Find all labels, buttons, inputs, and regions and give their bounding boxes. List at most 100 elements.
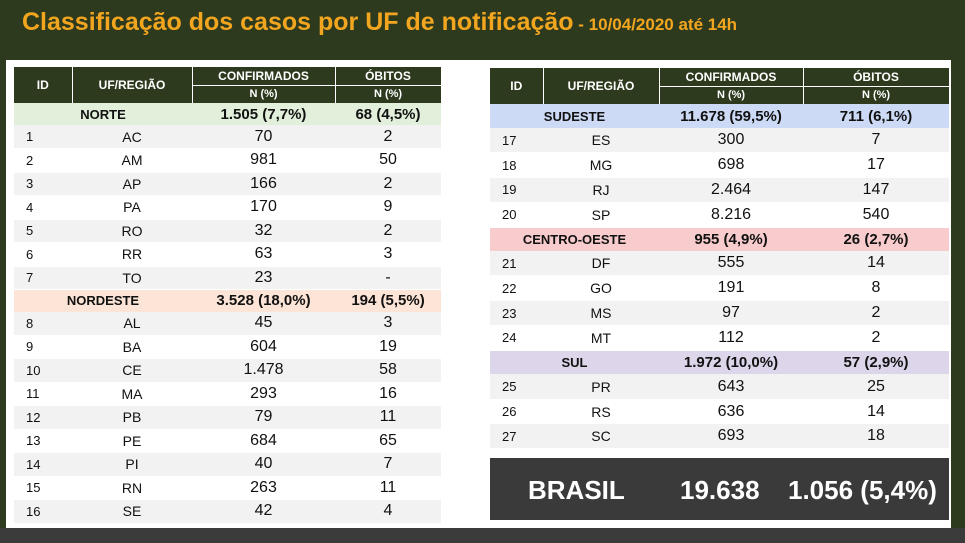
- table-row: 22 GO 191 8: [490, 275, 949, 302]
- state-obitos: 2: [803, 325, 949, 351]
- state-confirmados: 981: [192, 148, 335, 173]
- state-id: 4: [14, 195, 72, 220]
- brasil-label: BRASIL: [528, 475, 625, 505]
- state-uf: PI: [72, 452, 192, 477]
- state-obitos: 2: [335, 219, 441, 243]
- page-title: Classificação dos casos por UF de notifi…: [22, 8, 737, 37]
- region-name: SUDESTE: [543, 108, 606, 124]
- state-obitos: 65: [335, 429, 441, 453]
- header-id: ID: [14, 67, 73, 103]
- state-confirmados: 45: [192, 311, 335, 336]
- state-confirmados: 300: [659, 128, 803, 154]
- state-id: 17: [490, 128, 543, 154]
- state-uf: MT: [543, 325, 659, 351]
- state-uf: RO: [72, 219, 192, 243]
- state-obitos: 19: [335, 335, 441, 359]
- state-uf: RS: [543, 399, 659, 425]
- state-id: 24: [490, 325, 543, 351]
- table-row: 11 MA 293 16: [14, 382, 441, 406]
- state-id: 19: [490, 177, 543, 203]
- state-uf: GO: [543, 275, 659, 302]
- state-confirmados: 97: [659, 300, 803, 327]
- state-id: 14: [14, 452, 72, 477]
- region-confirmados: 3.528 (18,0%): [216, 292, 311, 310]
- region-obitos: 711 (6,1%): [839, 107, 913, 125]
- region-confirmados: 955 (4,9%): [694, 230, 768, 248]
- table-row: 14 PI 40 7: [14, 452, 441, 477]
- state-id: 1: [14, 125, 72, 149]
- state-obitos: -: [335, 266, 441, 290]
- state-confirmados: 8.216: [659, 202, 803, 228]
- region-row-sudeste: SUDESTE 11.678 (59,5%) 711 (6,1%): [490, 104, 949, 128]
- state-confirmados: 604: [192, 335, 335, 359]
- state-obitos: 540: [803, 202, 949, 228]
- table-row: 27 SC 693 18: [490, 423, 949, 450]
- region-name: CENTRO-OESTE: [522, 231, 627, 247]
- table-row: 21 DF 555 14: [490, 251, 949, 277]
- state-uf: MG: [543, 152, 659, 179]
- state-uf: RN: [72, 476, 192, 500]
- header-confirmados-npct: N (%): [659, 85, 804, 104]
- state-obitos: 3: [335, 242, 441, 267]
- table-row: 16 SE 42 4: [14, 499, 441, 524]
- state-id: 25: [490, 374, 543, 400]
- state-id: 3: [14, 172, 72, 196]
- state-obitos: 7: [803, 128, 949, 154]
- state-obitos: 9: [335, 195, 441, 220]
- state-id: 23: [490, 300, 543, 327]
- state-obitos: 25: [803, 374, 949, 400]
- state-confirmados: 112: [659, 325, 803, 351]
- region-row-sul: SUL 1.972 (10,0%) 57 (2,9%): [490, 350, 949, 375]
- header-id: ID: [490, 68, 544, 104]
- state-id: 27: [490, 423, 543, 450]
- state-id: 8: [14, 311, 72, 336]
- region-confirmados: 1.505 (7,7%): [220, 105, 307, 123]
- state-uf: ES: [543, 128, 659, 154]
- state-obitos: 58: [335, 358, 441, 383]
- region-row-centro-oeste: CENTRO-OESTE 955 (4,9%) 26 (2,7%): [490, 227, 949, 252]
- state-obitos: 8: [803, 275, 949, 302]
- state-confirmados: 79: [192, 405, 335, 430]
- brasil-confirmados: 19.638: [680, 475, 760, 505]
- state-uf: SE: [72, 499, 192, 524]
- state-confirmados: 42: [192, 499, 335, 524]
- state-obitos: 147: [803, 177, 949, 203]
- state-id: 7: [14, 266, 72, 290]
- state-id: 15: [14, 476, 72, 500]
- table-row: 2 AM 981 50: [14, 148, 441, 173]
- state-obitos: 2: [803, 300, 949, 327]
- region-obitos: 26 (2,7%): [843, 230, 909, 248]
- state-id: 2: [14, 148, 72, 173]
- table-row: 19 RJ 2.464 147: [490, 177, 949, 203]
- state-id: 9: [14, 335, 72, 359]
- header-confirmados: CONFIRMADOS: [192, 67, 336, 85]
- header-obitos-npct: N (%): [803, 85, 950, 104]
- state-obitos: 50: [335, 148, 441, 173]
- state-confirmados: 636: [659, 399, 803, 425]
- header-obitos: ÓBITOS: [803, 68, 950, 86]
- state-id: 5: [14, 219, 72, 243]
- header-uf: UF/REGIÃO: [72, 67, 193, 103]
- state-confirmados: 32: [192, 219, 335, 243]
- state-uf: SC: [543, 423, 659, 450]
- state-obitos: 11: [335, 476, 441, 500]
- state-uf: CE: [72, 358, 192, 383]
- state-obitos: 16: [335, 382, 441, 406]
- state-obitos: 11: [335, 405, 441, 430]
- state-obitos: 14: [803, 251, 949, 277]
- region-name: NORTE: [80, 106, 126, 122]
- state-uf: RJ: [543, 177, 659, 203]
- table-row: 10 CE 1.478 58: [14, 358, 441, 383]
- table-row: 20 SP 8.216 540: [490, 202, 949, 228]
- table-row: 26 RS 636 14: [490, 399, 949, 425]
- header-obitos-npct: N (%): [335, 84, 442, 103]
- state-uf: MS: [543, 300, 659, 327]
- right-edge: [951, 60, 965, 528]
- title-date: - 10/04/2020 até 14h: [573, 15, 738, 34]
- state-uf: RR: [72, 242, 192, 267]
- region-name: NORDESTE: [66, 293, 140, 309]
- state-confirmados: 40: [192, 452, 335, 477]
- region-row-nordeste: NORDESTE 3.528 (18,0%) 194 (5,5%): [14, 289, 441, 312]
- brasil-obitos: 1.056 (5,4%): [788, 475, 937, 505]
- state-uf: AC: [72, 125, 192, 149]
